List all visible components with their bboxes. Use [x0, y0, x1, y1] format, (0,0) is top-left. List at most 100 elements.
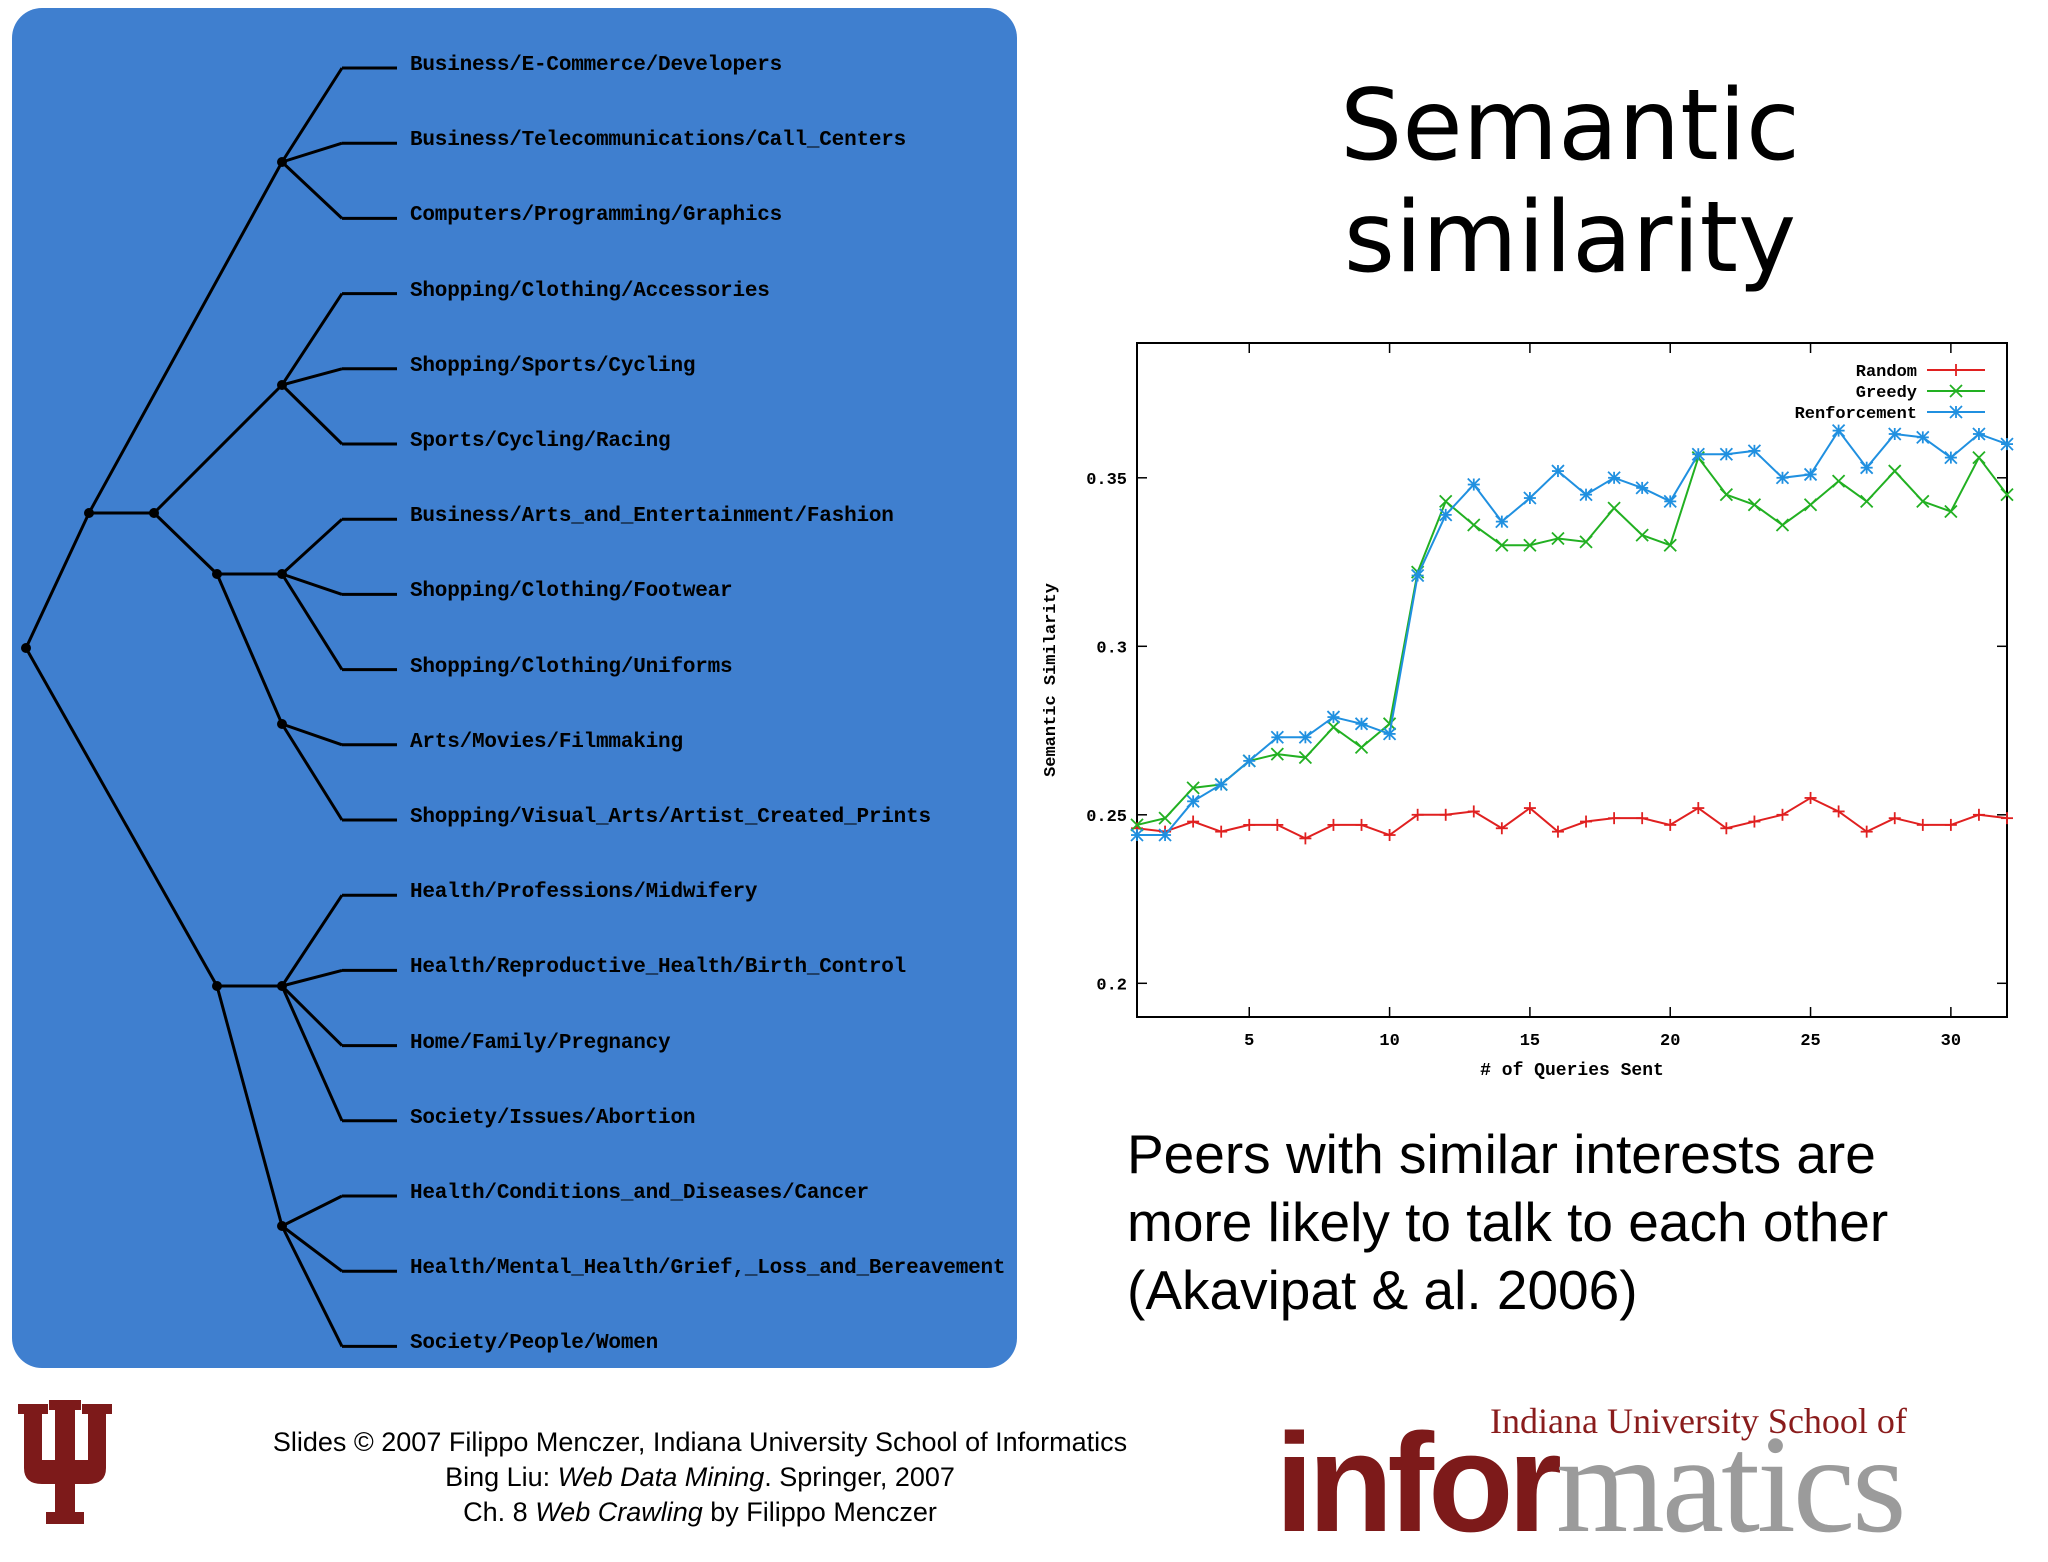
legend-label: Random — [1856, 363, 1917, 382]
y-axis-label: Semantic Similarity — [1042, 583, 1061, 777]
x-tick-label: 30 — [1941, 1032, 1961, 1051]
legend-marker — [1949, 384, 1963, 398]
data-point — [1382, 717, 1397, 731]
tree-edge — [281, 722, 343, 747]
dendrogram-svg — [21, 66, 397, 1348]
tree-leaf-label: Health/Reproductive_Health/Birth_Control — [410, 956, 907, 980]
credits-line-2-post: . Springer, 2007 — [764, 1462, 955, 1492]
tree-node — [84, 508, 94, 518]
tree-leaf-label: Shopping/Clothing/Footwear — [410, 580, 733, 604]
data-point — [1579, 535, 1593, 549]
data-point — [1158, 828, 1172, 842]
data-point — [1944, 504, 1958, 519]
tree-leaf-label: Shopping/Sports/Cycling — [410, 354, 696, 378]
data-point — [1719, 488, 1733, 502]
data-point — [1411, 568, 1425, 583]
tree-edge — [24, 647, 219, 987]
tree-leaf-label: Shopping/Clothing/Uniforms — [410, 655, 733, 679]
x-axis-label: # of Queries Sent — [1480, 1061, 1664, 1081]
tree-edge — [280, 894, 344, 987]
data-point — [2000, 488, 2014, 502]
data-point — [1972, 450, 1986, 465]
data-point — [1467, 518, 1481, 532]
legend-label: Renforcement — [1795, 405, 1917, 424]
data-point — [1888, 427, 1902, 441]
slide-title: Semantic similarity — [1290, 70, 1850, 294]
tree-edge — [215, 573, 284, 725]
data-point — [1803, 467, 1818, 482]
plot-frame — [1136, 342, 2008, 1018]
tree-node — [277, 1221, 287, 1231]
series-line — [1136, 455, 2008, 826]
tree-leaf-label: Shopping/Clothing/Accessories — [410, 279, 770, 303]
data-point — [1916, 430, 1930, 444]
data-point — [1944, 450, 1958, 465]
tree-node — [277, 981, 287, 991]
credits-line-3: Ch. 8 Web Crawling by Filippo Menczer — [230, 1495, 1170, 1530]
tree-edge — [280, 518, 344, 576]
data-point — [1523, 491, 1537, 505]
tree-leaf-label: Business/Arts_and_Entertainment/Fashion — [410, 505, 894, 529]
legend-marker — [1950, 364, 1962, 376]
data-point — [1831, 474, 1846, 488]
data-point — [1551, 464, 1565, 478]
series-random — [1131, 791, 2013, 845]
caption: Peers with similar interests are more li… — [1127, 1120, 2027, 1324]
data-point — [1949, 405, 1963, 419]
tree-leaf-label: Health/Conditions_and_Diseases/Cancer — [410, 1182, 869, 1205]
data-point — [1747, 444, 1762, 458]
tree-edge — [280, 160, 344, 220]
tree-edge — [281, 141, 343, 164]
data-point — [1326, 710, 1341, 724]
data-point — [1495, 514, 1509, 529]
tree-leaf-label: Society/People/Women — [410, 1332, 659, 1356]
data-point — [1551, 531, 1565, 546]
y-tick-label: 0.25 — [1086, 808, 1127, 827]
dendrogram-panel: Business/E-Commerce/Developers Business/T… — [12, 8, 1017, 1368]
tree-edge — [152, 511, 219, 576]
x-tick-label: 10 — [1379, 1032, 1399, 1051]
credits-line-1: Slides © 2007 Filippo Menczer, Indiana U… — [272, 1427, 1128, 1457]
data-point — [1439, 494, 1453, 509]
y-tick-label: 0.35 — [1086, 471, 1127, 490]
tree-edge — [87, 161, 284, 514]
credits-chapter-title: Web Crawling — [535, 1497, 703, 1527]
data-point — [1972, 427, 1986, 441]
data-point — [1663, 538, 1677, 552]
tree-edge — [280, 67, 344, 163]
data-point — [1803, 498, 1818, 512]
caption-line-2: more likely to talk to each other — [1127, 1191, 1889, 1253]
tree-edge — [281, 1224, 343, 1273]
tree-node — [277, 719, 287, 729]
data-point — [1270, 730, 1284, 744]
series-renforcement — [1130, 423, 2014, 842]
tree-node — [212, 569, 222, 579]
tree-edge — [280, 1225, 344, 1348]
tree-leaf-label: Business/Telecommunications/Call_Centers — [410, 129, 907, 153]
data-point — [1635, 481, 1649, 495]
caption-line-3: (Akavipat & al. 2006) — [1127, 1259, 1638, 1321]
data-point — [1719, 447, 1733, 461]
data-point — [1635, 528, 1649, 542]
similarity-chart: 5 10 15 20 25 30 0.2 0.25 0.3 0.35 # of Queries Se… — [1042, 342, 2014, 1081]
data-point — [1691, 447, 1705, 461]
data-point — [1158, 811, 1172, 825]
tree-edge — [24, 512, 91, 649]
data-point — [1326, 720, 1341, 734]
data-point — [1860, 494, 1874, 509]
series-greedy — [1130, 450, 2014, 832]
tree-node — [277, 569, 287, 579]
data-point — [1242, 754, 1256, 768]
tree-edge — [281, 1194, 343, 1228]
x-tick-label: 15 — [1520, 1032, 1540, 1051]
tree-leaf-label: Society/Issues/Abortion — [410, 1106, 696, 1130]
data-point — [1130, 828, 1144, 842]
title-line-2: similarity — [1343, 181, 1797, 295]
data-point — [1354, 717, 1369, 731]
data-point — [1579, 488, 1593, 502]
tree-leaf-label: Business/E-Commerce/Developers — [410, 54, 783, 77]
informatics-logo-word: informatics — [1275, 1413, 1907, 1555]
tree-leaf-label: Sports/Cycling/Racing — [410, 430, 671, 453]
informatics-logo-word-part2: matics — [1556, 1407, 1906, 1562]
data-point — [1775, 471, 1790, 485]
